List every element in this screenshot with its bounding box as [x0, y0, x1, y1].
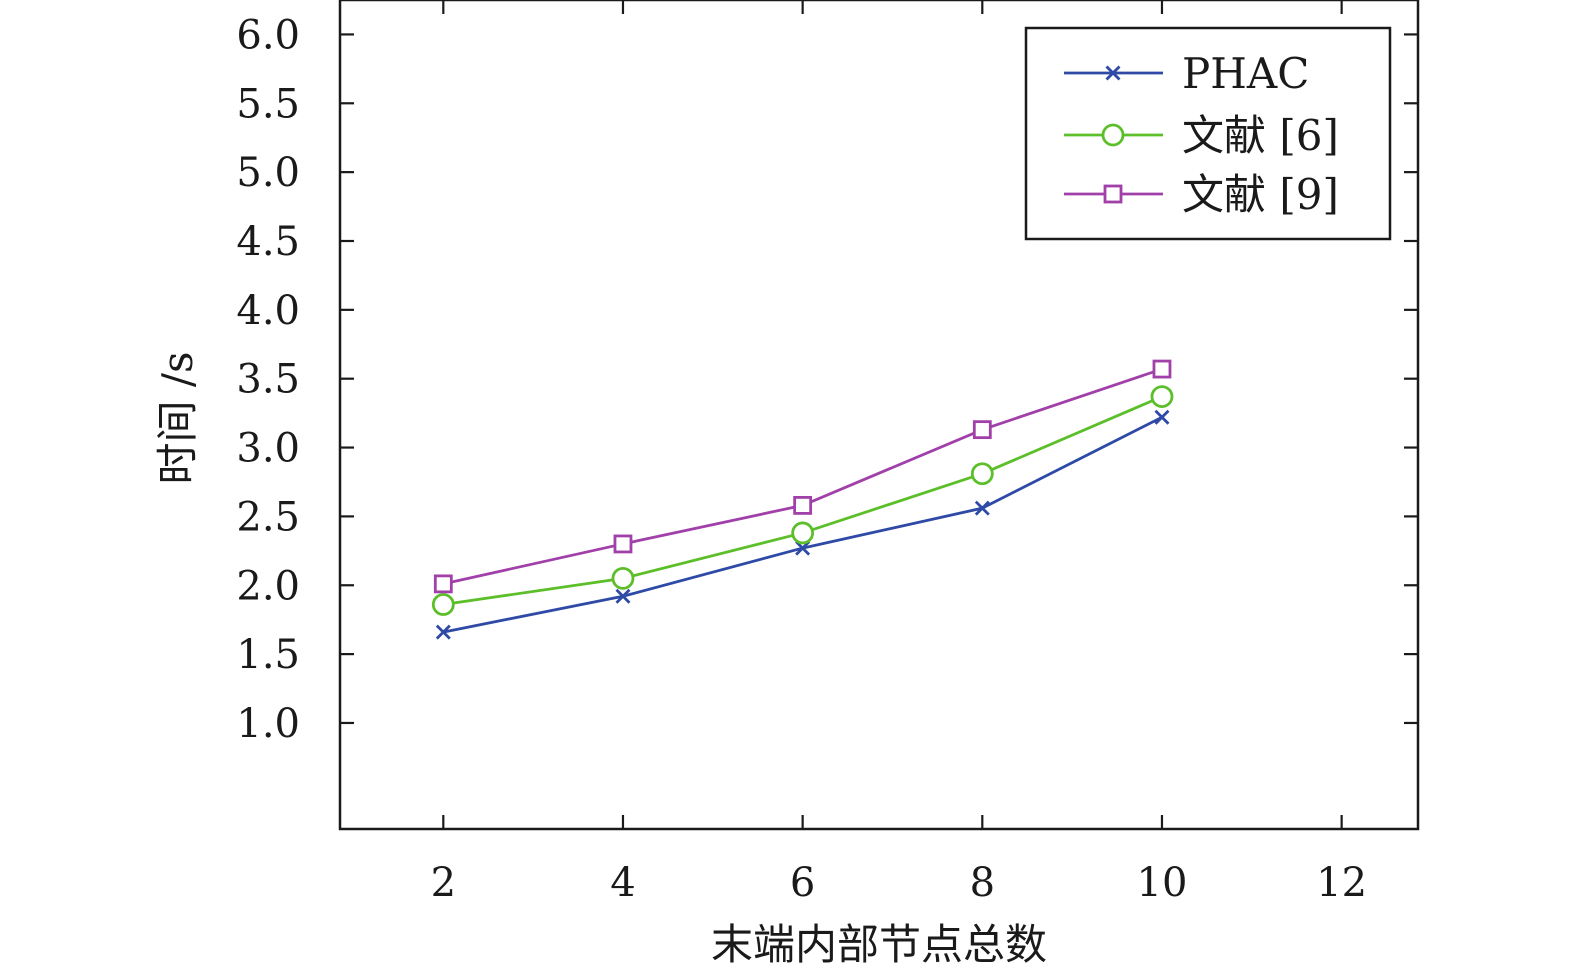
legend-label: PHAC [1182, 49, 1309, 98]
x-tick-label: 6 [790, 860, 815, 906]
x-tick-label: 2 [431, 860, 456, 906]
data-point [1150, 385, 1174, 408]
y-tick-label: 2.0 [236, 563, 300, 609]
legend: PHAC 文献 [6] 文献 [9] [1024, 26, 1392, 241]
data-point-stroke-b [795, 540, 811, 556]
data-point [972, 420, 992, 440]
legend-marker-stroke-b [1105, 65, 1121, 81]
data-point [435, 624, 451, 640]
series-layer [431, 359, 1174, 640]
y-tick-label: 4.5 [236, 219, 300, 265]
series-1 [435, 409, 1170, 640]
y-tick-label: 2.5 [236, 494, 300, 540]
data-point [613, 534, 633, 554]
data-point [1152, 359, 1172, 379]
data-point [615, 588, 631, 604]
x-axis-title: 末端内部节点总数 [711, 920, 1047, 969]
legend-label: 文献 [6] [1182, 111, 1339, 160]
x-tick-label: 8 [970, 860, 995, 906]
data-point [791, 521, 815, 545]
legend-box [1024, 26, 1392, 241]
y-tick-label: 6.0 [236, 12, 300, 58]
data-point [431, 593, 455, 616]
legend-marker [1103, 184, 1123, 204]
legend-marker [1105, 65, 1121, 81]
legend-label: 文献 [9] [1182, 170, 1339, 219]
x-axis: 2 4 6 8 10 12 [431, 0, 1367, 906]
y-tick-label: 3.0 [236, 426, 300, 472]
data-point-stroke-b [1154, 409, 1170, 425]
series-2 [431, 385, 1174, 616]
data-point [1154, 409, 1170, 425]
x-tick-label: 12 [1316, 860, 1367, 906]
y-tick-label: 4.0 [236, 288, 300, 334]
data-point-stroke-b [435, 624, 451, 640]
legend-item-1: PHAC [1064, 49, 1309, 98]
series-line [443, 367, 1163, 586]
plot-frame [338, 0, 1420, 831]
data-point [970, 462, 994, 486]
y-axis-title: 时间 /s [153, 351, 202, 484]
x-tick-label: 4 [610, 860, 635, 906]
y-tick-label: 1.0 [236, 701, 300, 747]
legend-item-3: 文献 [9] [1064, 170, 1339, 219]
data-point-stroke-b [615, 588, 631, 604]
legend-marker [1101, 123, 1125, 147]
y-tick-label: 5.0 [236, 150, 300, 196]
y-tick-label: 1.5 [236, 632, 300, 678]
y-tick-label: 3.5 [236, 357, 300, 403]
data-point [793, 495, 813, 515]
y-tick-label: 5.5 [236, 81, 300, 127]
data-point-stroke-b [974, 500, 990, 516]
data-point [974, 500, 990, 516]
data-point [611, 566, 635, 590]
series-3 [433, 359, 1172, 594]
y-axis: 1.0 1.5 2.0 2.5 3.0 3.5 4.0 4.5 5.0 5.5 6.0 [236, 12, 1418, 747]
legend-item-2: 文献 [6] [1064, 111, 1339, 160]
data-point [433, 574, 453, 594]
data-point [795, 540, 811, 556]
x-tick-label: 10 [1137, 860, 1188, 906]
